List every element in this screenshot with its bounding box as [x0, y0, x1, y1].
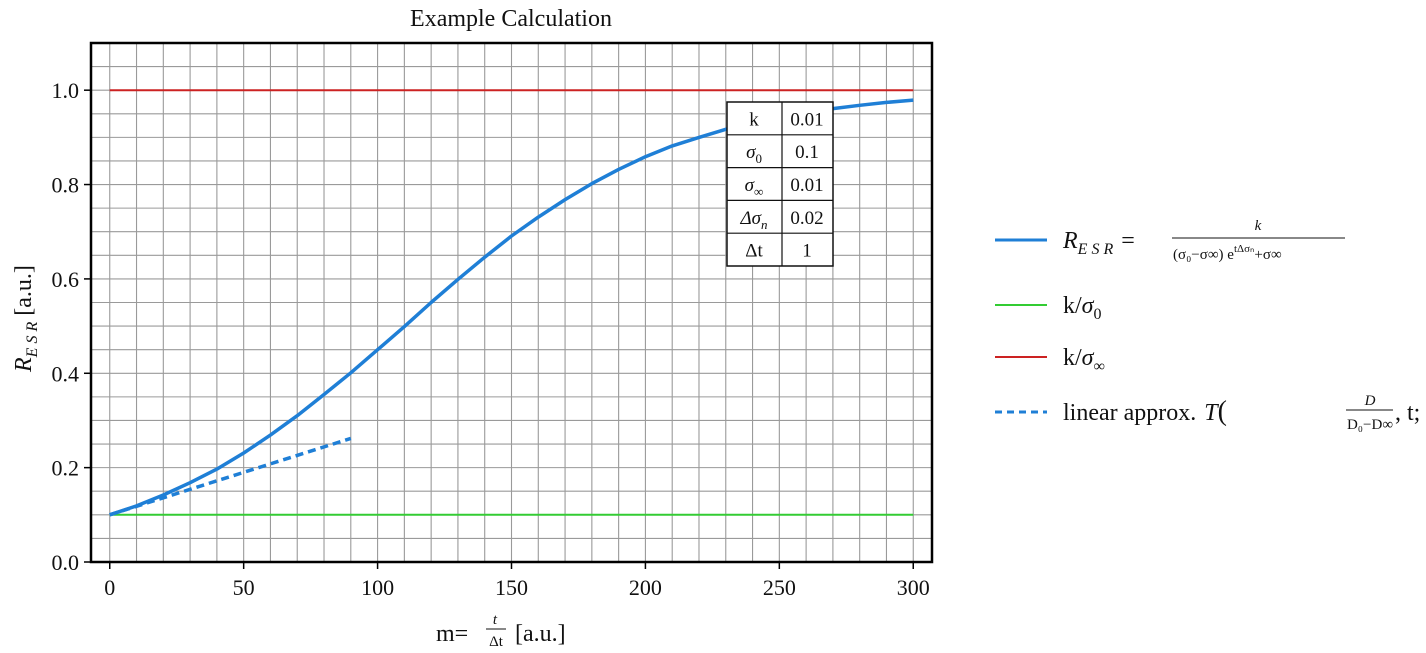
x-tick-label: 150: [495, 575, 528, 600]
parameter-symbol: σ∞: [745, 175, 764, 199]
y-tick-label: 1.0: [52, 78, 80, 103]
parameter-value: 0.01: [790, 109, 823, 130]
legend-linear-tail: , t; 0): [1395, 400, 1426, 426]
x-axis-label-num: t: [493, 612, 498, 628]
y-tick-label: 0.2: [52, 456, 80, 481]
y-axis-label-sub: E S R: [24, 322, 41, 359]
parameter-table-frame: [726, 101, 834, 267]
x-tick-label: 100: [361, 575, 394, 600]
legend: RE S R = k (σ₀−σ∞) etΔσₙ+σ∞ k/σ0 k/σ∞ lin…: [995, 218, 1426, 433]
parameter-value: 1: [802, 241, 812, 262]
x-tick-label: 200: [629, 575, 662, 600]
legend-linear-denominator: D₀−D∞: [1347, 417, 1393, 433]
y-tick-label: 0.8: [52, 173, 80, 198]
legend-label-lower: k/σ0: [1063, 293, 1102, 323]
parameter-symbol: k: [749, 109, 759, 130]
y-axis-label-suffix: [a.u.]: [11, 265, 37, 316]
x-tick-label: 300: [897, 575, 930, 600]
parameter-symbol: Δt: [745, 241, 763, 262]
legend-esr-denominator: (σ₀−σ∞) etΔσₙ+σ∞: [1173, 243, 1282, 263]
parameter-value: 0.02: [790, 208, 823, 229]
legend-label-upper: k/σ∞: [1063, 345, 1105, 375]
parameter-symbol: σ0: [746, 142, 762, 166]
x-tick-label: 50: [233, 575, 255, 600]
x-axis-label-prefix: m=: [436, 621, 468, 647]
x-axis-label: m= t Δt [a.u.]: [436, 612, 566, 650]
y-axis-label: RE S R [a.u.]: [11, 265, 41, 373]
legend-label-esr: RE S R =: [1062, 228, 1135, 258]
parameter-value: 0.1: [795, 142, 819, 163]
x-tick-label: 250: [763, 575, 796, 600]
legend-esr-numerator: k: [1255, 218, 1262, 234]
y-axis-label-main: R: [11, 357, 37, 373]
parameter-table: k 0.01 σ0 0.1 σ∞ 0.01 Δσn 0.02 Δt 1: [726, 101, 834, 267]
x-axis-label-suffix: [a.u.]: [515, 621, 566, 647]
x-tick-label: 0: [104, 575, 115, 600]
parameter-symbol: Δσn: [739, 208, 767, 232]
legend-linear-numerator: D: [1364, 393, 1376, 409]
axis-ticks: 0 50 100 150 200 250 300 0.0 0.2 0.4 0.6 0.8 1.0: [52, 78, 930, 600]
parameter-value: 0.01: [790, 175, 823, 196]
x-axis-label-den: Δt: [489, 634, 504, 650]
chart-title: Example Calculation: [410, 6, 612, 32]
y-tick-label: 0.4: [52, 361, 80, 386]
y-tick-label: 0.6: [52, 267, 80, 292]
legend-label-linear: linear approx. T(: [1063, 396, 1227, 427]
y-tick-label: 0.0: [52, 550, 80, 575]
svg-text:RE S R[a.u.]: RE S R [a.u.]: [11, 265, 41, 373]
